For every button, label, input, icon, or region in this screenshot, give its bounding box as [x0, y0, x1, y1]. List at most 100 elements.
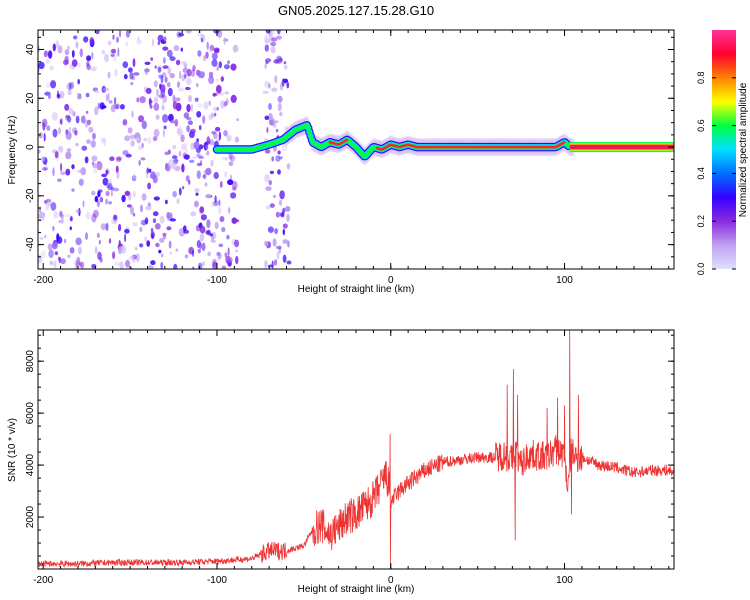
noise-dot	[202, 55, 207, 62]
noise-dot	[151, 233, 154, 240]
noise-dot	[268, 180, 272, 186]
noise-dot	[146, 167, 149, 174]
noise-dot	[209, 138, 214, 146]
noise-dot	[197, 50, 202, 57]
noise-dot	[270, 41, 277, 47]
noise-dot	[273, 194, 276, 199]
noise-dot	[71, 164, 75, 170]
noise-dot	[286, 163, 291, 170]
colorbar-tick-label: 0.0	[696, 263, 706, 276]
noise-dot	[118, 246, 122, 255]
noise-dot	[180, 144, 186, 151]
noise-dot	[131, 75, 136, 81]
noise-dot	[182, 67, 188, 73]
noise-dot	[227, 247, 230, 256]
snr-x-ticks: -200 -100 0 100	[33, 330, 670, 586]
noise-dot	[140, 157, 146, 161]
noise-dot	[60, 118, 63, 125]
noise-dot	[283, 61, 287, 65]
noise-dot	[181, 74, 186, 82]
noise-dot	[108, 100, 113, 104]
noise-dot	[171, 155, 178, 160]
noise-dot	[224, 91, 230, 95]
noise-dot	[218, 243, 224, 248]
noise-dot	[41, 118, 48, 128]
noise-dot	[227, 60, 230, 65]
noise-dot	[100, 137, 106, 143]
noise-dot	[73, 35, 78, 40]
noise-dot	[145, 174, 149, 179]
noise-dot	[138, 160, 141, 166]
noise-dot	[217, 252, 221, 261]
noise-dot	[40, 133, 44, 138]
noise-dot	[264, 44, 269, 52]
noise-dot	[286, 82, 290, 89]
noise-dot	[40, 250, 46, 258]
noise-dot	[106, 184, 112, 189]
noise-dot	[101, 105, 107, 109]
noise-dot	[212, 261, 218, 269]
noise-dot	[116, 52, 120, 57]
noise-dot	[155, 242, 160, 248]
noise-dot	[184, 254, 189, 259]
noise-dot	[137, 36, 140, 42]
noise-dot	[75, 41, 79, 49]
noise-dot	[118, 223, 122, 232]
y-tick-label: 20	[25, 92, 36, 104]
noise-dot	[57, 256, 62, 261]
noise-dot	[230, 94, 237, 103]
noise-dot	[181, 163, 185, 173]
snr-y-ticks: 2000 4000 6000 8000	[25, 334, 674, 570]
ridge-mark	[306, 125, 311, 131]
noise-dot	[189, 128, 196, 134]
noise-dot	[38, 61, 45, 70]
noise-dot	[264, 174, 270, 183]
noise-dot	[186, 125, 190, 133]
noise-dot	[193, 141, 200, 150]
noise-dot	[153, 80, 158, 88]
noise-dot	[163, 232, 166, 240]
noise-dot	[146, 240, 151, 247]
noise-dot	[152, 211, 159, 217]
noise-dot	[153, 96, 159, 104]
noise-dot	[159, 237, 165, 243]
noise-dot	[65, 131, 72, 140]
noise-dot	[77, 78, 80, 85]
noise-dot	[96, 161, 103, 171]
spectrogram-x-ticks: -200 -100 0 100	[33, 30, 670, 286]
steady-band-core	[569, 144, 674, 150]
noise-dot	[103, 87, 110, 92]
colorbar-gradient	[712, 30, 736, 269]
noise-dot	[276, 245, 282, 250]
noise-dot	[194, 200, 199, 208]
noise-dot	[160, 261, 164, 269]
noise-dot	[268, 83, 271, 89]
noise-dot	[175, 59, 181, 66]
noise-dot	[127, 67, 133, 73]
noise-dot	[162, 97, 165, 105]
noise-dot	[202, 174, 206, 178]
noise-dot	[149, 173, 156, 179]
noise-dot	[121, 194, 126, 203]
noise-dot	[195, 192, 199, 196]
noise-dot	[214, 126, 221, 132]
noise-dot	[100, 223, 107, 231]
noise-dot	[213, 200, 219, 207]
noise-dot	[97, 189, 103, 193]
noise-dot	[144, 68, 150, 73]
noise-dot	[221, 226, 226, 233]
noise-dot	[265, 58, 272, 63]
noise-dot	[184, 147, 188, 157]
noise-dot	[172, 145, 177, 150]
noise-dot	[271, 37, 278, 42]
y-tick-label: 4000	[25, 454, 36, 477]
noise-dot	[213, 30, 220, 34]
noise-dot	[59, 210, 63, 218]
noise-dot	[214, 48, 220, 54]
noise-dot	[125, 153, 132, 158]
noise-dot	[52, 167, 55, 177]
noise-dot	[179, 71, 182, 79]
noise-dot	[148, 97, 152, 106]
noise-dot	[268, 103, 272, 110]
noise-dot	[228, 207, 231, 214]
